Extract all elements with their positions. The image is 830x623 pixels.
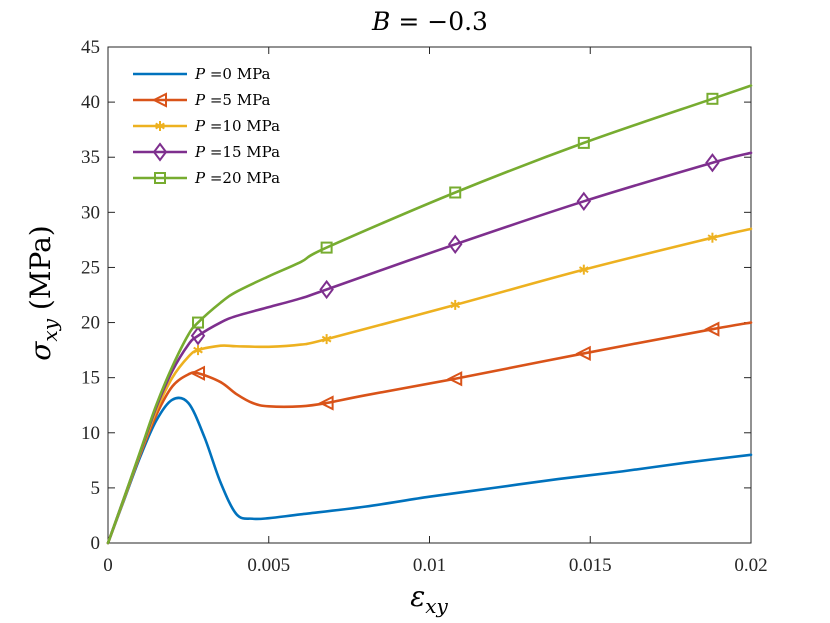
legend-label: P =5 MPa [194, 91, 271, 109]
series-marker [192, 316, 205, 329]
x-axis-label: εxy [410, 580, 448, 618]
asterisk-stroke [193, 346, 203, 354]
y-tick-label: 30 [81, 202, 100, 223]
asterisk-stroke [578, 266, 589, 274]
y-tick-label: 0 [91, 533, 101, 554]
legend-item: P =5 MPa [133, 91, 271, 109]
title-value: = −0.3 [390, 7, 488, 36]
legend-marker [154, 172, 166, 184]
legend-marker [155, 121, 165, 131]
series-layer [106, 84, 753, 545]
legend-label: P =20 MPa [194, 169, 280, 187]
legend-variable: P [194, 91, 206, 109]
legend-item: P =0 MPa [133, 65, 271, 83]
series-marker [321, 334, 332, 345]
y-tick-label: 15 [81, 368, 100, 389]
legend-item: P =10 MPa [133, 117, 280, 135]
legend-value: =0 MPa [205, 65, 270, 83]
series-marker [575, 345, 591, 362]
legend-variable: P [194, 65, 206, 83]
y-tick-label: 5 [91, 478, 101, 499]
legend-item: P =20 MPa [133, 169, 280, 187]
legend-variable: P [194, 143, 206, 161]
series-marker [705, 153, 720, 173]
y-tick-label: 10 [81, 423, 100, 444]
legend-label: P =0 MPa [194, 65, 271, 83]
asterisk-stroke [707, 234, 718, 242]
series-marker [707, 232, 718, 243]
x-tick-label: 0.015 [569, 555, 612, 576]
legend-value: =5 MPa [205, 91, 270, 109]
y-tick-label: 40 [81, 92, 100, 113]
legend-value: =15 MPa [205, 143, 280, 161]
series-marker [450, 299, 461, 310]
y-tick-label: 45 [81, 37, 100, 58]
series-marker [578, 264, 589, 275]
x-tick-label: 0.02 [734, 555, 767, 576]
plot-axes [107, 46, 752, 544]
x-tick-label: 0 [103, 555, 113, 576]
series-marker [576, 191, 592, 211]
series-marker [704, 321, 720, 337]
series-marker [190, 326, 206, 346]
x-tick-label: 0.01 [413, 555, 446, 576]
series-marker [447, 234, 463, 254]
series-line [106, 84, 753, 545]
series-marker [706, 92, 719, 105]
series-1 [106, 321, 753, 545]
series-marker [319, 279, 334, 300]
series-line [106, 321, 753, 545]
y-tick-label: 25 [81, 257, 100, 278]
series-marker [189, 365, 206, 381]
series-marker [318, 395, 334, 411]
legend-variable: P [194, 117, 206, 135]
legend-value: =20 MPa [205, 169, 280, 187]
series-marker [320, 241, 333, 254]
legend-variable: P [194, 169, 206, 187]
y-label-unit: (MPa) [24, 225, 57, 319]
legend-item: P =15 MPa [133, 142, 280, 162]
y-tick-labels: 0 5 10 15 20 25 30 35 40 45 [81, 37, 100, 554]
legend-marker [152, 142, 168, 162]
y-axis-label: σxy (MPa) [24, 225, 62, 360]
series-0 [106, 396, 753, 545]
x-tick-labels: 0 0.005 0.01 0.015 0.02 [103, 555, 767, 576]
series-marker [577, 136, 590, 149]
x-label-subscript: xy [425, 594, 448, 618]
series-line [106, 396, 753, 545]
series-marker [193, 345, 203, 356]
y-tick-label: 20 [81, 313, 100, 334]
y-tick-label: 35 [81, 147, 100, 168]
y-label-subscript: xy [38, 318, 62, 341]
title-variable: B [371, 7, 390, 36]
x-label-symbol: ε [410, 580, 425, 613]
chart-title: B = −0.3 [371, 7, 488, 36]
legend-label: P =15 MPa [194, 143, 280, 161]
asterisk-stroke [155, 122, 165, 130]
legend-value: =10 MPa [205, 117, 280, 135]
y-label-symbol: σ [24, 341, 57, 361]
legend-label: P =10 MPa [194, 117, 280, 135]
series-marker [449, 186, 462, 199]
x-tick-label: 0.005 [247, 555, 290, 576]
asterisk-stroke [450, 301, 461, 309]
series-4 [106, 84, 753, 545]
asterisk-stroke [321, 335, 332, 343]
series-marker [446, 371, 463, 387]
legend-marker [151, 92, 167, 108]
